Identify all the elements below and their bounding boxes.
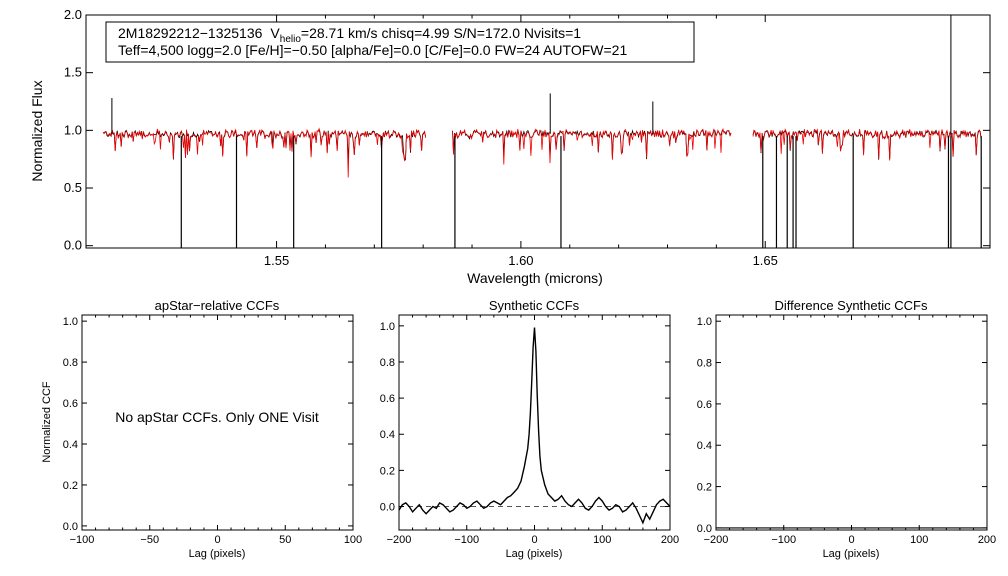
difference-ccf-xlabel: Lag (pixels) (823, 548, 880, 560)
spectrum-plot-frame (85, 14, 991, 249)
x-tick-label: 100 (344, 534, 362, 546)
apstar-ccf-xlabel: Lag (pixels) (189, 548, 246, 560)
y-tick-label: 0.2 (380, 465, 395, 477)
y-tick-label: 0.8 (380, 357, 395, 369)
y-tick-label: 0.6 (697, 399, 712, 411)
x-tick-label: 0 (214, 534, 220, 546)
x-tick-label: −100 (454, 534, 479, 546)
spectrum-ylabel: Normalized Flux (29, 80, 45, 181)
x-tick-label: 1.65 (753, 253, 778, 268)
spectrum-header-box (105, 21, 695, 63)
synthetic-ccf-line (398, 327, 671, 525)
x-tick-label: 100 (593, 534, 611, 546)
v-helio-subscript: helio (280, 34, 302, 45)
x-tick-label: 1.60 (508, 253, 533, 268)
synthetic-ccf-ticks: −200 −100 0 100 200 0.0 0.2 0.4 0.6 0.8 1.0 (380, 315, 679, 546)
y-tick-label: 0.0 (64, 238, 82, 253)
apstar-ccf-message: No apStar CCFs. Only ONE Visit (115, 409, 319, 425)
x-tick-label: −200 (704, 534, 729, 546)
y-tick-label: 0.6 (63, 398, 78, 410)
y-tick-label: 0.8 (63, 357, 78, 369)
apstar-ccf-title: apStar−relative CCFs (155, 298, 280, 313)
spectrum-ticks: 1.55 1.60 1.65 0.0 0.5 1.0 1.5 2.0 (64, 7, 990, 268)
x-tick-label: −200 (387, 534, 412, 546)
x-tick-label: 200 (978, 534, 996, 546)
y-tick-label: 0.4 (697, 440, 712, 452)
y-tick-label: 1.0 (380, 321, 395, 333)
x-tick-label: 200 (661, 534, 679, 546)
x-tick-label: 100 (910, 534, 928, 546)
y-tick-label: 0.2 (697, 482, 712, 494)
y-tick-label: 1.0 (64, 122, 82, 137)
y-tick-label: 0.0 (380, 502, 395, 514)
difference-ccf-ticks: −200 −100 0 100 200 0.0 0.2 0.4 0.6 0.8 1.0 (697, 315, 996, 546)
spectrum-header-line1: 2M18292212−1325136 Vhelio=28.71 km/s chis… (118, 25, 581, 45)
y-tick-label: 0.0 (697, 523, 712, 535)
difference-ccf-plot-frame (715, 314, 988, 531)
difference-ccf-panel: −200 −100 0 100 200 0.0 0.2 0.4 0.6 0.8 1.0 Differ… (697, 298, 996, 560)
x-tick-label: 50 (279, 534, 291, 546)
synthetic-ccf-data (398, 327, 671, 525)
x-tick-label: −100 (70, 534, 95, 546)
x-tick-label: 0 (531, 534, 537, 546)
model-spectrum-line (102, 127, 982, 178)
y-tick-label: 0.8 (697, 358, 712, 370)
y-tick-label: 0.2 (63, 480, 78, 492)
y-tick-label: 2.0 (64, 7, 82, 22)
x-tick-label: −100 (771, 534, 796, 546)
synthetic-ccf-panel: −200 −100 0 100 200 0.0 0.2 0.4 0.6 0.8 1.0 Synthe… (380, 298, 679, 560)
spectrum-xlabel: Wavelength (microns) (467, 270, 603, 286)
x-tick-label: 1.55 (264, 253, 289, 268)
spectrum-header-line2: Teff=4,500 logg=2.0 [Fe/H]=−0.50 [alpha/… (118, 42, 627, 58)
spectrum-data (102, 15, 982, 248)
y-tick-label: 0.4 (63, 439, 78, 451)
synthetic-ccf-plot-frame (398, 314, 671, 531)
x-tick-label: 0 (848, 534, 854, 546)
x-tick-label: −50 (140, 534, 159, 546)
y-tick-label: 1.0 (697, 316, 712, 328)
apstar-ccf-ylabel: Normalized CCF (41, 381, 53, 463)
y-tick-label: 0.4 (380, 429, 395, 441)
spectrum-panel: 1.55 1.60 1.65 0.0 0.5 1.0 1.5 2.0 2M18292212−1… (29, 7, 991, 286)
apstar-ccf-panel: −100 −50 0 50 100 0.0 0.2 0.4 0.6 0.8 1.0 apStar−r… (41, 298, 362, 560)
y-tick-label: 1.0 (63, 316, 78, 328)
y-tick-label: 1.5 (64, 65, 82, 80)
y-tick-label: 0.0 (63, 521, 78, 533)
y-tick-label: 0.6 (380, 393, 395, 405)
synthetic-ccf-xlabel: Lag (pixels) (506, 548, 563, 560)
difference-ccf-title: Difference Synthetic CCFs (775, 298, 928, 313)
synthetic-ccf-title: Synthetic CCFs (489, 298, 580, 313)
y-tick-label: 0.5 (64, 180, 82, 195)
apstar-ccf-ticks: −100 −50 0 50 100 0.0 0.2 0.4 0.6 0.8 1.0 (63, 315, 362, 546)
